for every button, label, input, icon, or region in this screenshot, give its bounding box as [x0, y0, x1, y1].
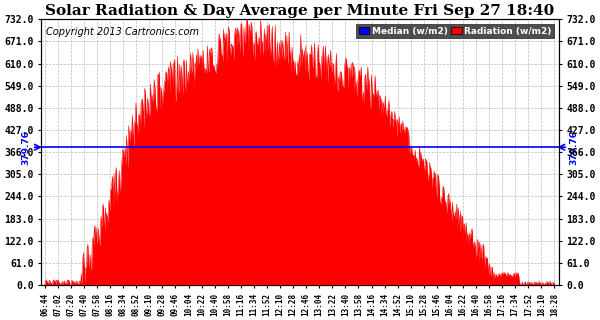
Text: 379.76: 379.76 — [570, 130, 579, 165]
Text: Copyright 2013 Cartronics.com: Copyright 2013 Cartronics.com — [46, 27, 199, 37]
Legend: Median (w/m2), Radiation (w/m2): Median (w/m2), Radiation (w/m2) — [356, 24, 554, 38]
Text: 379.76: 379.76 — [21, 130, 30, 165]
Title: Solar Radiation & Day Average per Minute Fri Sep 27 18:40: Solar Radiation & Day Average per Minute… — [46, 4, 554, 18]
